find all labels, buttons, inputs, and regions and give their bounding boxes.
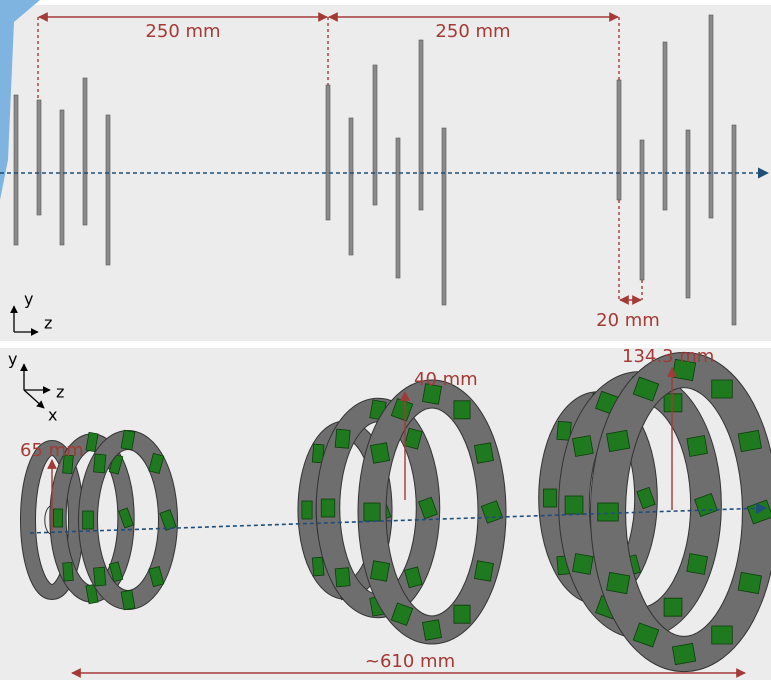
disk-edge — [14, 95, 18, 245]
axis-label: y — [8, 350, 17, 369]
sensor-pad — [53, 509, 62, 527]
axis-label: x — [48, 406, 57, 425]
sensor-pad — [664, 394, 682, 412]
sensor-pad — [664, 598, 682, 616]
disk-edge — [686, 130, 690, 298]
axis-label: z — [44, 314, 52, 333]
sensor-pad — [598, 503, 619, 521]
dimension-label: ~610 mm — [365, 651, 455, 672]
dimension-label: 250 mm — [435, 21, 510, 42]
sensor-pad — [370, 443, 389, 464]
sensor-pad — [672, 643, 695, 664]
sensor-pad — [312, 557, 324, 576]
sensor-pad — [370, 561, 389, 582]
sensor-pad — [321, 499, 335, 517]
disk-edge — [60, 110, 64, 245]
sensor-pad — [607, 430, 630, 451]
sensor-pad — [573, 436, 594, 457]
disk-edge — [442, 128, 446, 305]
sensor-pad — [335, 568, 350, 587]
disk-edge — [419, 40, 423, 210]
figure: 250 mm 250 mm 20 mm y z 65 mm 40 mm 134.… — [0, 0, 771, 680]
dimension-label: 134.3 mm — [622, 346, 714, 367]
dimension-label: 65 mm — [20, 440, 84, 461]
sensor-pad — [738, 430, 761, 451]
sensor-pad — [454, 401, 470, 419]
sensor-pad — [544, 489, 557, 507]
sensor-pad — [364, 503, 380, 521]
axis-label: z — [56, 383, 64, 402]
sensor-pad — [83, 511, 94, 529]
sensor-pad — [474, 561, 493, 582]
disk-edge — [663, 42, 667, 210]
sensor-pad — [302, 501, 312, 519]
disk-edge — [106, 115, 110, 265]
disk-edge — [83, 78, 87, 225]
disk-edge — [709, 15, 713, 218]
sensor-pad — [565, 496, 583, 514]
disk-edge — [617, 80, 621, 200]
dimension-label: 20 mm — [596, 310, 660, 331]
sensor-pad — [712, 626, 733, 644]
sensor-pad — [63, 562, 74, 581]
sensor-pad — [712, 380, 733, 398]
sensor-pad — [738, 572, 761, 593]
axis-label: y — [24, 290, 33, 309]
sensor-pad — [607, 572, 630, 593]
dimension-label: 40 mm — [414, 369, 478, 390]
sensor-pad — [94, 454, 106, 473]
disk-edge — [326, 85, 330, 220]
sensor-pad — [422, 620, 441, 641]
sensor-pad — [335, 429, 350, 448]
sensor-pad — [94, 567, 106, 586]
disk-edge — [640, 140, 644, 280]
disk-edge — [732, 125, 736, 325]
sensor-pad — [687, 554, 708, 575]
sensor-pad — [687, 436, 708, 457]
sensor-pad — [573, 554, 594, 575]
disk-edge — [349, 118, 353, 255]
disk-edge — [396, 138, 400, 278]
disk-edge — [373, 65, 377, 205]
dimension-label: 250 mm — [145, 21, 220, 42]
sensor-pad — [474, 443, 493, 464]
disk-edge — [37, 100, 41, 215]
sensor-pad — [454, 605, 470, 623]
